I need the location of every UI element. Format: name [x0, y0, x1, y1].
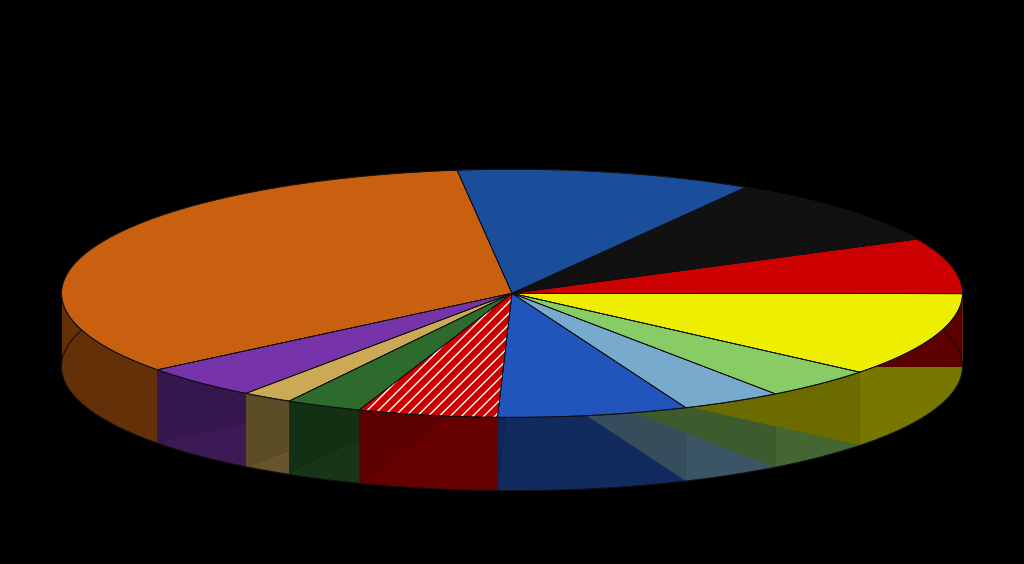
Polygon shape: [289, 293, 512, 474]
Polygon shape: [61, 170, 512, 370]
Polygon shape: [289, 293, 512, 474]
Polygon shape: [246, 293, 512, 467]
Polygon shape: [498, 293, 512, 491]
Polygon shape: [289, 401, 359, 483]
Polygon shape: [512, 293, 860, 446]
Polygon shape: [246, 394, 289, 474]
Polygon shape: [246, 293, 512, 467]
Polygon shape: [158, 370, 246, 467]
Polygon shape: [512, 293, 775, 467]
Polygon shape: [359, 410, 498, 491]
Polygon shape: [457, 169, 746, 293]
Polygon shape: [512, 293, 860, 394]
Polygon shape: [158, 293, 512, 443]
Polygon shape: [158, 293, 512, 394]
Polygon shape: [498, 293, 512, 491]
Polygon shape: [359, 293, 512, 483]
Polygon shape: [512, 293, 775, 467]
Polygon shape: [512, 293, 963, 367]
Polygon shape: [246, 293, 512, 401]
Polygon shape: [775, 372, 860, 467]
Polygon shape: [512, 293, 686, 481]
Polygon shape: [512, 293, 860, 446]
Polygon shape: [512, 187, 918, 293]
Polygon shape: [359, 293, 512, 483]
Polygon shape: [61, 288, 158, 443]
Polygon shape: [686, 394, 775, 481]
Polygon shape: [359, 293, 512, 417]
Polygon shape: [512, 293, 686, 481]
Polygon shape: [512, 293, 963, 372]
Polygon shape: [512, 239, 963, 294]
Polygon shape: [512, 293, 775, 408]
Polygon shape: [860, 294, 963, 446]
Polygon shape: [498, 293, 686, 417]
Polygon shape: [512, 293, 963, 367]
Polygon shape: [498, 408, 686, 491]
Polygon shape: [289, 293, 512, 410]
Polygon shape: [158, 293, 512, 443]
